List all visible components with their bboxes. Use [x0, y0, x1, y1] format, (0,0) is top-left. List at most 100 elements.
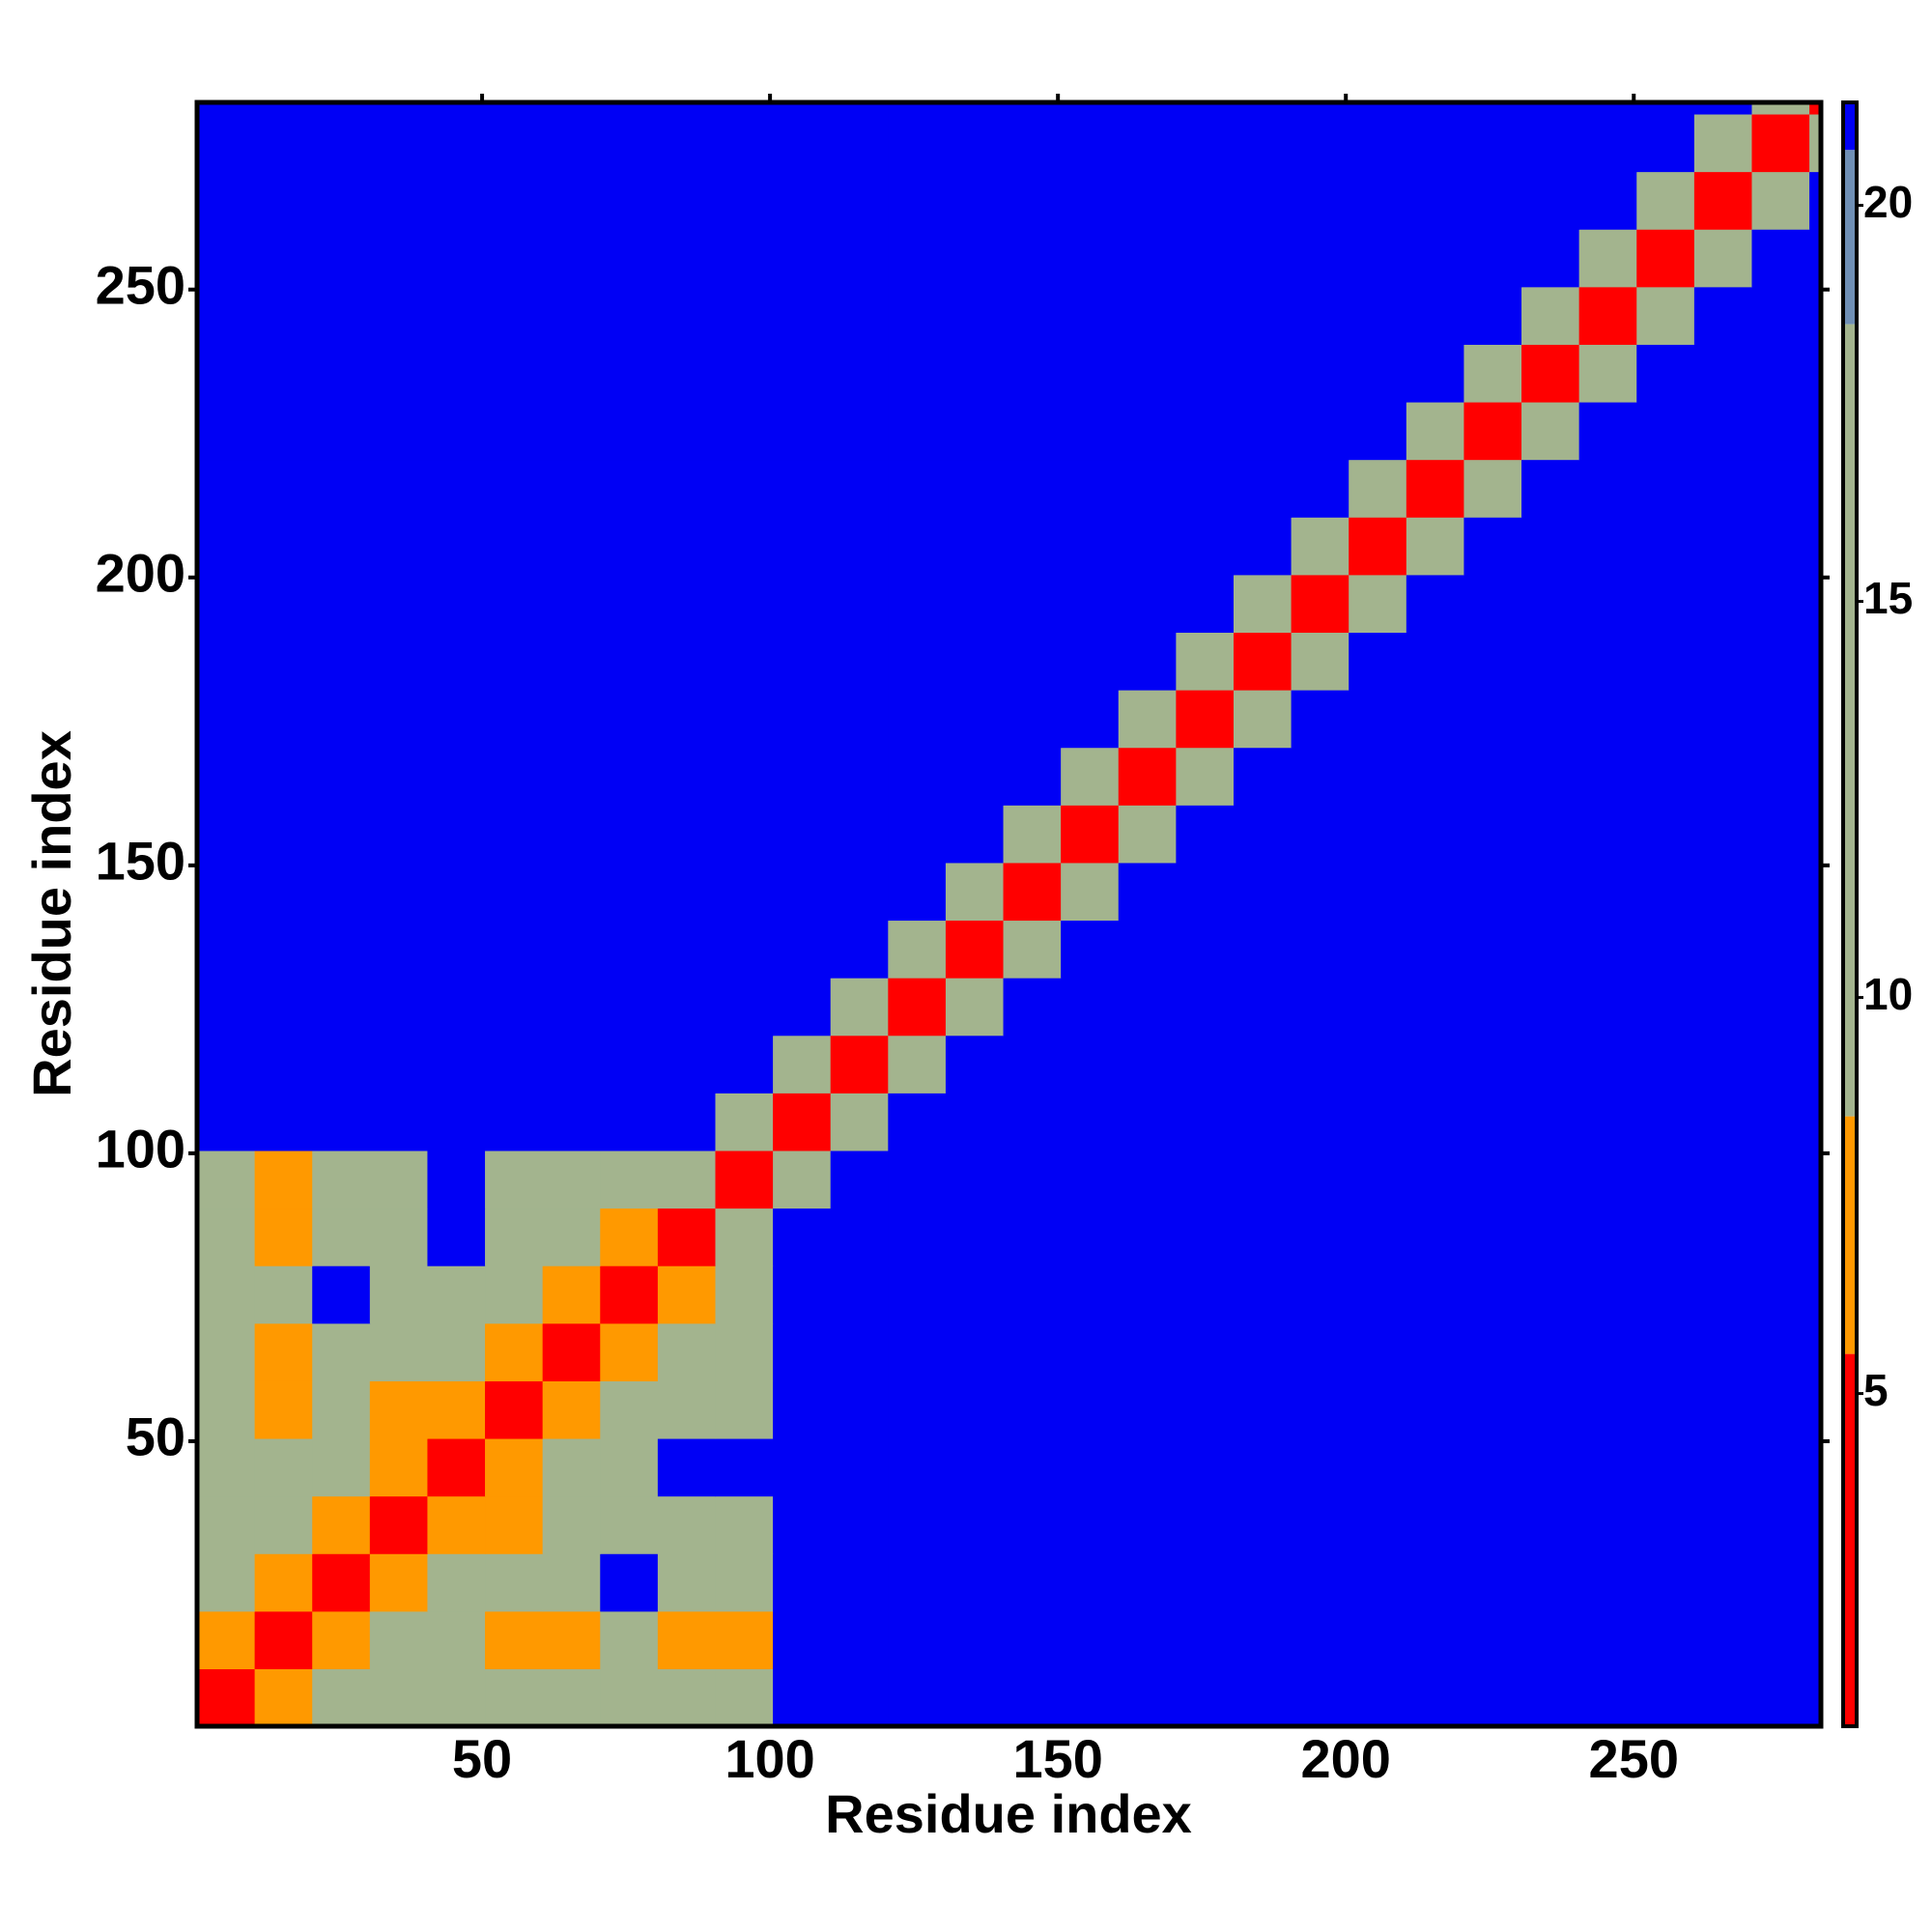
- heatmap-cell: [657, 113, 717, 173]
- heatmap-cell: [542, 517, 601, 576]
- heatmap-cell: [1809, 862, 1822, 922]
- heatmap-cell: [427, 1035, 486, 1094]
- heatmap-cell: [945, 1668, 1005, 1727]
- heatmap-cell: [1003, 574, 1062, 634]
- heatmap-cell: [197, 1495, 256, 1554]
- heatmap-cell: [427, 517, 486, 576]
- heatmap-cell: [715, 1495, 774, 1554]
- heatmap-cell: [369, 1553, 429, 1612]
- heatmap-cell: [312, 229, 371, 288]
- heatmap-cell: [542, 1322, 601, 1381]
- heatmap-cell: [254, 459, 313, 518]
- heatmap-cell: [427, 690, 486, 749]
- heatmap-cell: [312, 344, 371, 403]
- heatmap-cell: [197, 978, 256, 1037]
- heatmap-cell: [1463, 286, 1522, 345]
- heatmap-cell: [542, 1495, 601, 1554]
- heatmap-cell: [542, 344, 601, 403]
- heatmap-cell: [369, 344, 429, 403]
- heatmap-cell: [773, 459, 832, 518]
- heatmap-cell: [1578, 632, 1637, 691]
- heatmap-cell: [1406, 1668, 1465, 1727]
- heatmap-cell: [1578, 1553, 1637, 1612]
- heatmap-cell: [1463, 1553, 1522, 1612]
- heatmap-cell: [427, 1093, 486, 1151]
- heatmap-cell: [1636, 1668, 1695, 1727]
- heatmap-cell: [773, 517, 832, 576]
- heatmap-cell: [1233, 1093, 1293, 1151]
- heatmap-cell: [1809, 171, 1822, 230]
- heatmap-cell: [1693, 978, 1753, 1037]
- heatmap-cell: [1291, 920, 1350, 979]
- heatmap-cell: [830, 1322, 889, 1381]
- heatmap-cell: [1693, 1150, 1753, 1209]
- heatmap-cell: [1809, 632, 1822, 691]
- heatmap-cell: [1809, 747, 1822, 806]
- heatmap-cell: [657, 517, 717, 576]
- heatmap-cell: [312, 574, 371, 634]
- heatmap-cell: [197, 1093, 256, 1151]
- heatmap-cell: [1578, 401, 1637, 461]
- heatmap-cell: [830, 102, 889, 115]
- heatmap-cell: [1003, 229, 1062, 288]
- heatmap-cell: [1233, 1380, 1293, 1439]
- heatmap-cell: [485, 1265, 544, 1324]
- heatmap-cell: [1061, 286, 1120, 345]
- heatmap-cell: [197, 574, 256, 634]
- heatmap-cell: [427, 978, 486, 1037]
- heatmap-cell: [1118, 1150, 1177, 1209]
- heatmap-cell: [1003, 1553, 1062, 1612]
- heatmap-cell: [1061, 805, 1120, 864]
- heatmap-cell: [485, 1150, 544, 1209]
- heatmap-cell: [197, 1208, 256, 1266]
- heatmap-cell: [945, 401, 1005, 461]
- heatmap-cell: [715, 344, 774, 403]
- heatmap-cell: [657, 1437, 717, 1497]
- heatmap-cell: [485, 1208, 544, 1266]
- heatmap-cell: [312, 1610, 371, 1669]
- heatmap-cell: [830, 401, 889, 461]
- heatmap-cell: [1176, 978, 1235, 1037]
- heatmap-cell: [369, 1093, 429, 1151]
- heatmap-cell: [945, 978, 1005, 1037]
- heatmap-cell: [1233, 1035, 1293, 1094]
- heatmap-cell: [1809, 805, 1822, 864]
- heatmap-cell: [888, 1265, 947, 1324]
- heatmap-cell: [369, 1437, 429, 1497]
- heatmap-cell: [1521, 1265, 1580, 1324]
- heatmap-cell: [1003, 102, 1062, 115]
- heatmap-cell: [485, 574, 544, 634]
- heatmap-cell: [542, 574, 601, 634]
- heatmap-cell: [1463, 459, 1522, 518]
- heatmap-cell: [945, 747, 1005, 806]
- heatmap-cell: [312, 171, 371, 230]
- heatmap-cell: [600, 1150, 659, 1209]
- heatmap-cell: [485, 920, 544, 979]
- heatmap-cell: [1809, 1380, 1822, 1439]
- heatmap-cell: [542, 747, 601, 806]
- heatmap-cell: [600, 344, 659, 403]
- heatmap-cell: [542, 1668, 601, 1727]
- heatmap-cell: [1003, 1437, 1062, 1497]
- heatmap-cell: [1693, 1668, 1753, 1727]
- heatmap-cell: [1809, 690, 1822, 749]
- heatmap-cell: [197, 1265, 256, 1324]
- heatmap-cell: [1636, 1208, 1695, 1266]
- heatmap-cell: [1061, 113, 1120, 173]
- heatmap-cell: [657, 1265, 717, 1324]
- heatmap-cell: [1061, 1322, 1120, 1381]
- heatmap-cell: [485, 517, 544, 576]
- heatmap-cell: [254, 171, 313, 230]
- heatmap-cell: [485, 113, 544, 173]
- heatmap-cell: [485, 286, 544, 345]
- heatmap-cell: [715, 632, 774, 691]
- heatmap-cell: [1291, 574, 1350, 634]
- heatmap-cell: [369, 1035, 429, 1094]
- heatmap-cell: [1291, 747, 1350, 806]
- heatmap-cell: [1751, 401, 1810, 461]
- heatmap-cell: [312, 805, 371, 864]
- heatmap-cell: [773, 286, 832, 345]
- heatmap-cell: [1636, 344, 1695, 403]
- heatmap-cell: [600, 1610, 659, 1669]
- heatmap-cell: [1521, 805, 1580, 864]
